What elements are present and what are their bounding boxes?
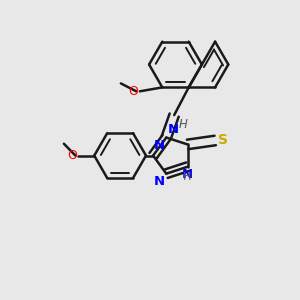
Text: H: H: [179, 118, 188, 131]
Text: O: O: [68, 149, 77, 162]
Text: O: O: [128, 85, 138, 98]
Text: N: N: [154, 139, 165, 152]
Text: S: S: [218, 134, 228, 148]
Text: H: H: [183, 172, 192, 182]
Text: N: N: [154, 175, 165, 188]
Text: N: N: [182, 168, 193, 181]
Text: N: N: [168, 123, 179, 136]
